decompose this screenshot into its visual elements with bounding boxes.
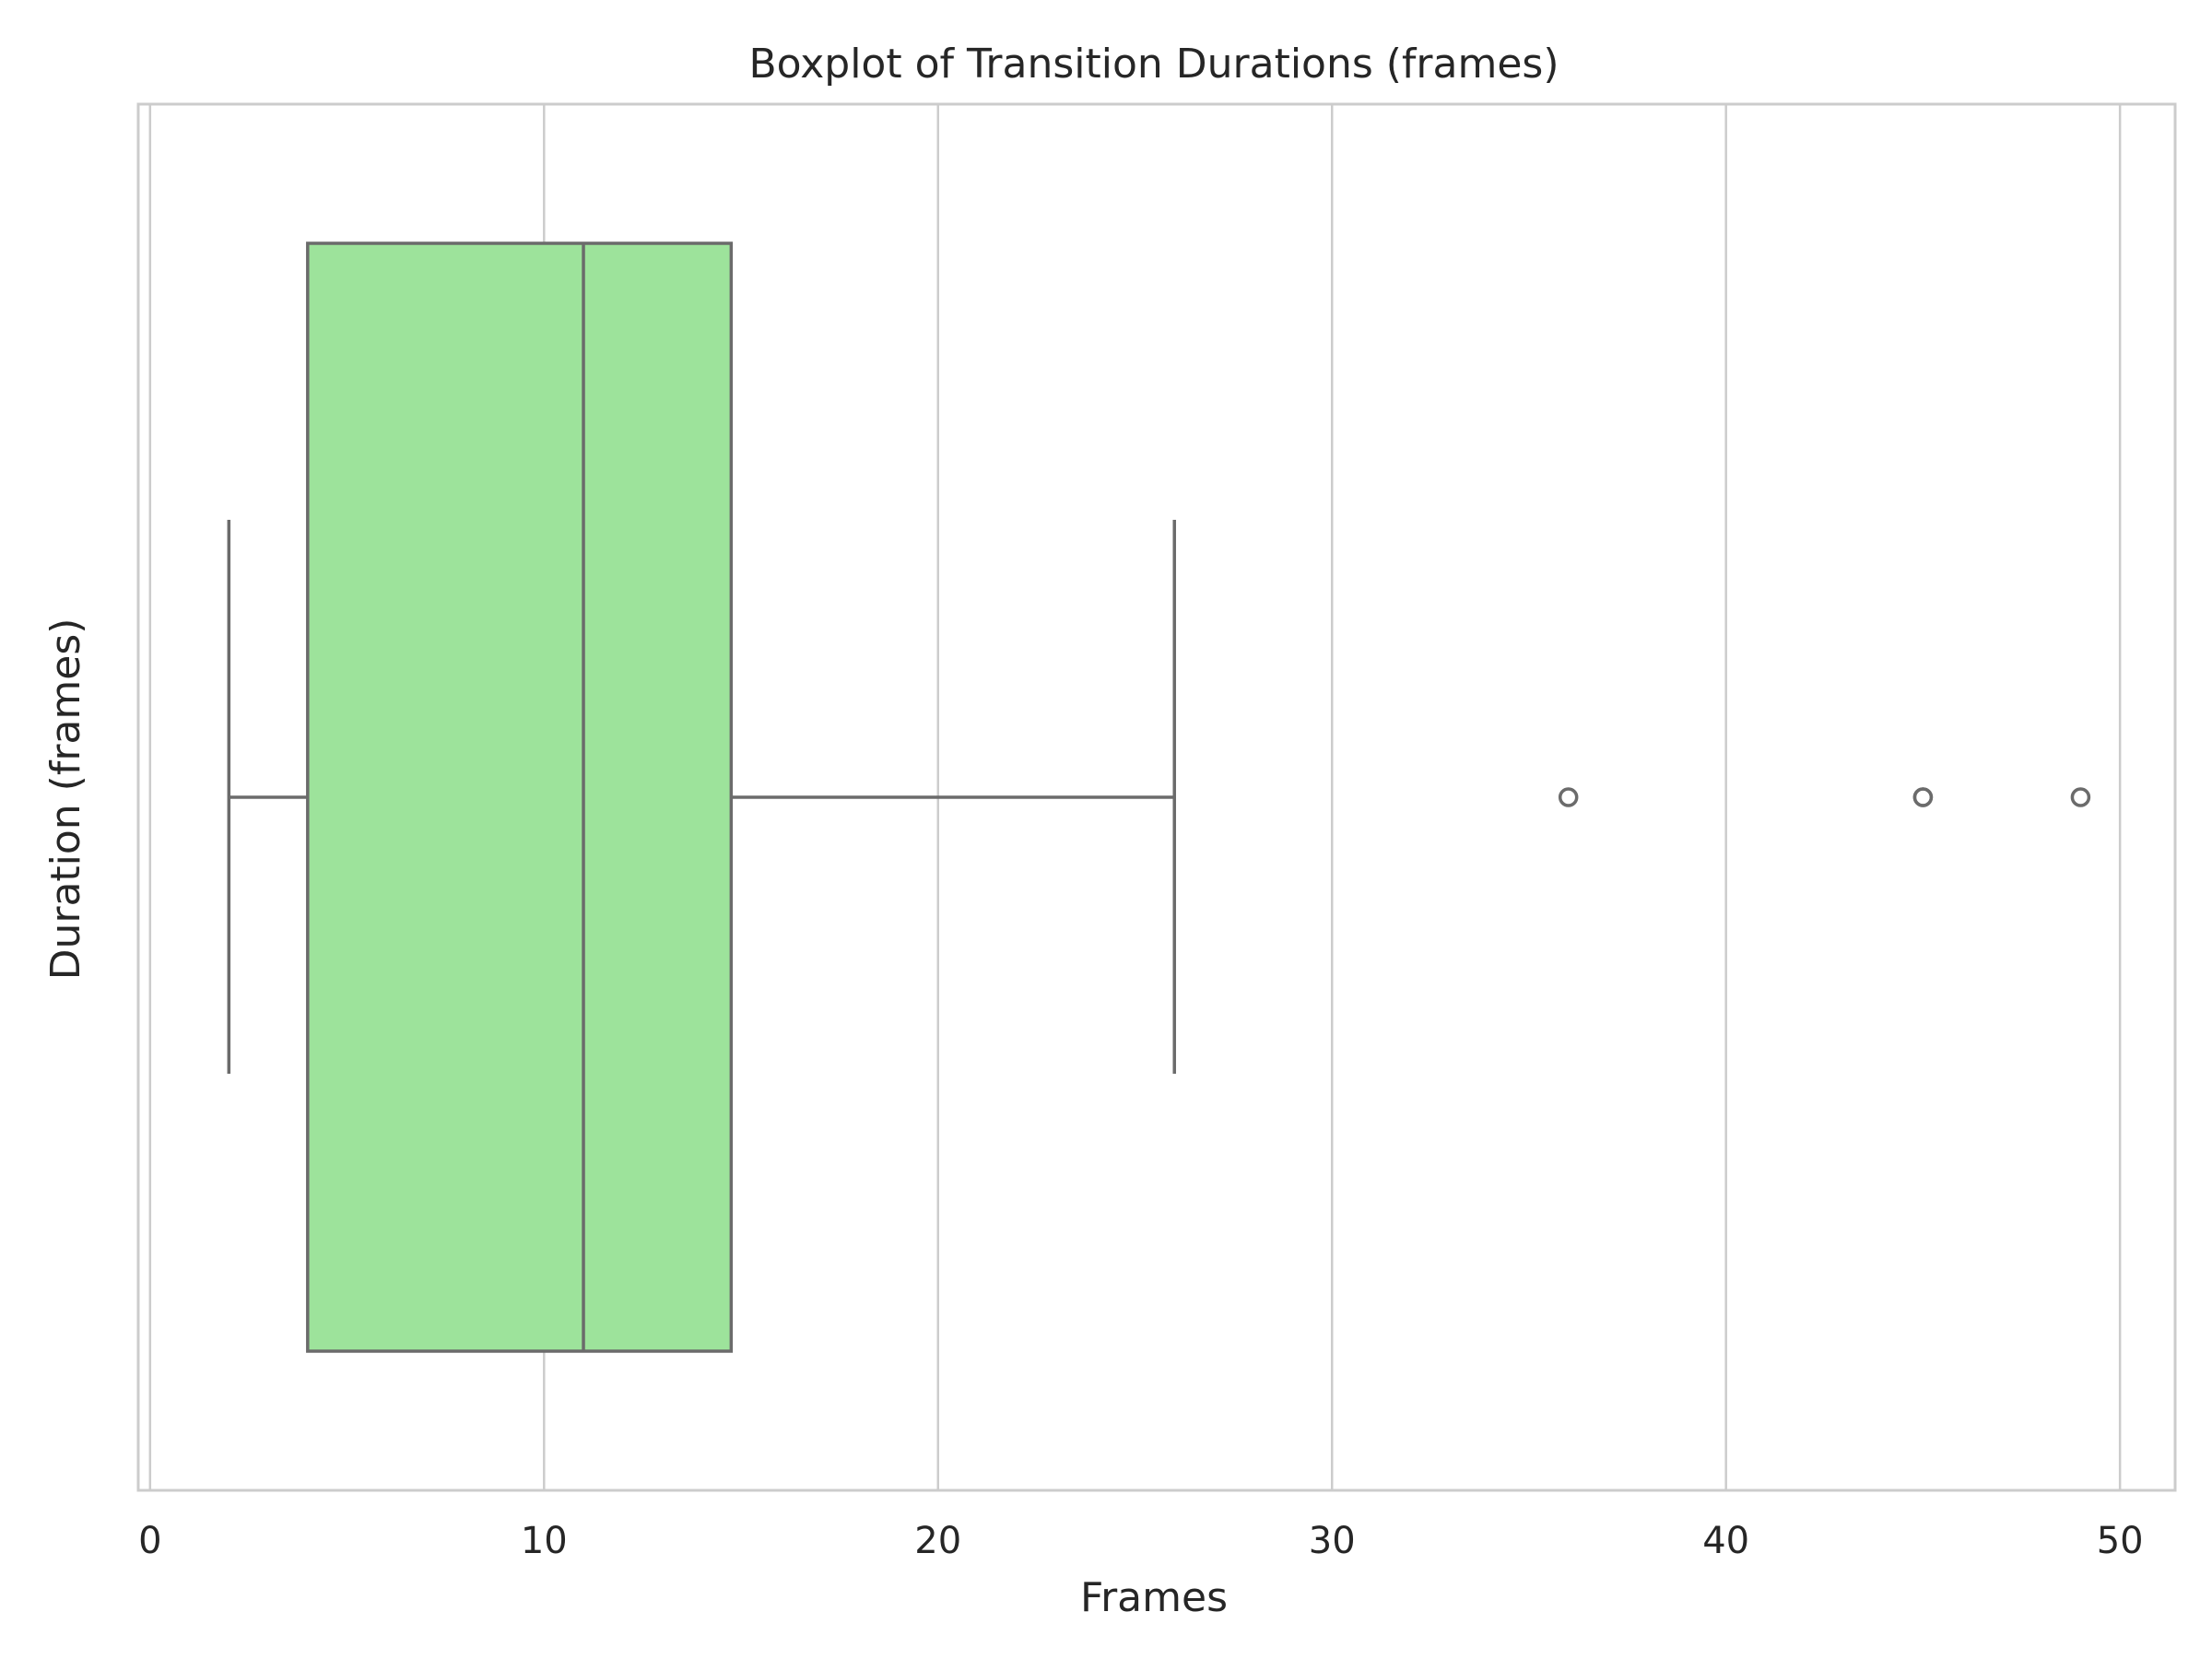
x-tick-labels: 0 10 20 30 40 50 [138, 1520, 2144, 1562]
outlier-point-3 [2070, 787, 2091, 807]
outlier-point-2 [1912, 787, 1934, 807]
y-axis-label: Duration (frames) [42, 618, 89, 981]
x-tick-label-40: 40 [1702, 1520, 1749, 1562]
x-tick-label-10: 10 [521, 1520, 568, 1562]
x-tick-label-20: 20 [914, 1520, 961, 1562]
x-axis-label: Frames [1080, 1574, 1228, 1621]
iqr-box [306, 241, 734, 1353]
plot-frame [136, 102, 2177, 1492]
chart-title: Boxplot of Transition Durations (frames) [748, 41, 1559, 88]
x-tick-label-30: 30 [1309, 1520, 1356, 1562]
x-tick-label-50: 50 [2097, 1520, 2144, 1562]
plot-area [227, 241, 2091, 1353]
outlier-point-0 [1558, 787, 1579, 807]
x-tick-label-0: 0 [138, 1520, 161, 1562]
